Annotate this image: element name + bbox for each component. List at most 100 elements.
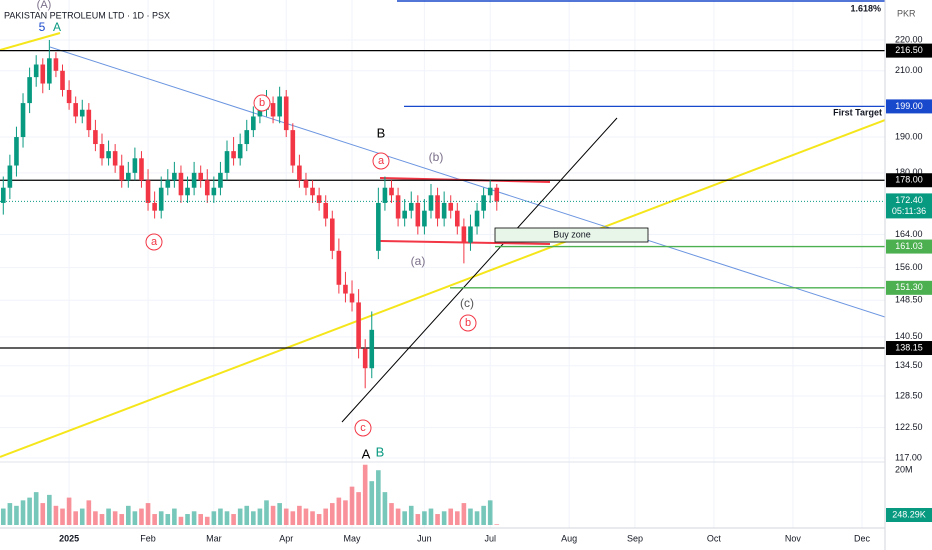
candle-body [481, 195, 486, 211]
candle-body [455, 210, 460, 227]
last-price-label: 172.40 [895, 195, 923, 205]
trend-line [0, 119, 885, 458]
candle-body [487, 187, 493, 196]
volume-bar [290, 511, 296, 525]
candle-body [362, 348, 368, 369]
x-tick-label: 2025 [59, 533, 79, 543]
y-tick-label: 140.50 [895, 331, 923, 341]
candle-body [204, 180, 210, 196]
countdown: 05:11:36 [892, 206, 926, 216]
candle-body [474, 210, 480, 227]
candle-body [152, 202, 157, 211]
volume-bar [487, 500, 493, 525]
volume-bar [126, 505, 131, 525]
candle-body [303, 180, 309, 188]
x-tick-label: Dec [854, 533, 871, 543]
candle-body [86, 109, 92, 131]
wave-label: 5 [39, 20, 46, 34]
volume-bar [7, 503, 13, 525]
candle-body [106, 151, 111, 159]
volume-bar [297, 505, 302, 525]
x-tick-label: Jul [484, 533, 496, 543]
x-tick-label: Oct [707, 533, 722, 543]
candle-body [14, 137, 19, 166]
volume-bar [257, 508, 263, 525]
volume-bar [231, 514, 236, 525]
candle-body [244, 130, 250, 145]
currency: PKR [897, 8, 916, 18]
trend-line [341, 117, 618, 423]
volume-bar [329, 503, 335, 525]
candle-body [33, 64, 39, 78]
candle-body [408, 202, 414, 211]
y-tick-label: 220.00 [895, 34, 923, 44]
candle-body [441, 202, 447, 219]
annotation: a [378, 155, 385, 167]
volume-bar [264, 500, 269, 525]
annotation: (c) [460, 296, 474, 310]
fib-label: 1.618% [850, 3, 881, 13]
volume-bar [349, 486, 355, 525]
wave-label: (A) [37, 0, 52, 11]
volume-bar [27, 497, 32, 525]
volume-bar [93, 511, 98, 525]
candle-body [132, 158, 138, 173]
volume-bar [178, 516, 184, 525]
annotation-circle [372, 152, 390, 170]
annotation-circle [253, 94, 271, 112]
candle-body [316, 195, 322, 203]
volume-bar [376, 470, 381, 525]
level-tag [886, 99, 932, 114]
last-volume-tag [886, 508, 932, 522]
x-tick-label: Feb [140, 533, 156, 543]
candle-body [7, 165, 13, 188]
annotation: c [360, 422, 366, 434]
candle-body [198, 172, 203, 181]
candle-body [224, 151, 230, 173]
volume-bar [422, 511, 427, 525]
level-tag-label: 151.30 [895, 282, 923, 292]
volume-bar [270, 505, 276, 525]
candle-body [218, 172, 223, 188]
volume-bar [218, 508, 223, 525]
candle-body [66, 89, 72, 104]
annotation: b [465, 317, 471, 329]
candle-body [329, 218, 335, 251]
candle-body [422, 210, 427, 227]
candle-body [185, 187, 190, 196]
candle-body [99, 144, 105, 159]
candle-body [257, 109, 263, 117]
annotation-circle [145, 233, 163, 251]
last-volume-label: 248.29K [892, 509, 926, 519]
candle-body [290, 130, 296, 166]
candle-body [112, 151, 118, 166]
volume-bar [119, 514, 125, 525]
y-tick-label: 210.00 [895, 65, 923, 75]
volume-bar [389, 503, 394, 525]
volume-bar [316, 514, 322, 525]
buy-zone [494, 227, 649, 243]
candle-body [172, 172, 177, 181]
candle-body [448, 202, 454, 211]
volume-bar [158, 511, 164, 525]
x-tick-label: Apr [279, 533, 293, 543]
annotation: a [151, 236, 158, 248]
candle-body [119, 165, 125, 181]
level-tag-label: 216.50 [895, 45, 923, 55]
candle-body [356, 302, 361, 349]
candle-body [395, 195, 401, 219]
candle-body [139, 158, 144, 181]
candle-body [468, 226, 473, 243]
volume-tick-label: 20M [895, 465, 913, 475]
level-tag-label: 138.15 [895, 342, 923, 352]
x-tick-label: Aug [561, 533, 577, 543]
volume-bar [455, 511, 460, 525]
wave-label: A [53, 20, 61, 34]
volume-bar [139, 508, 144, 525]
x-tick-label: Nov [785, 533, 802, 543]
level-tag-label: 178.00 [895, 175, 923, 185]
volume-bar [303, 508, 309, 525]
y-tick-label: 164.00 [895, 229, 923, 239]
volume-bar [132, 511, 138, 525]
